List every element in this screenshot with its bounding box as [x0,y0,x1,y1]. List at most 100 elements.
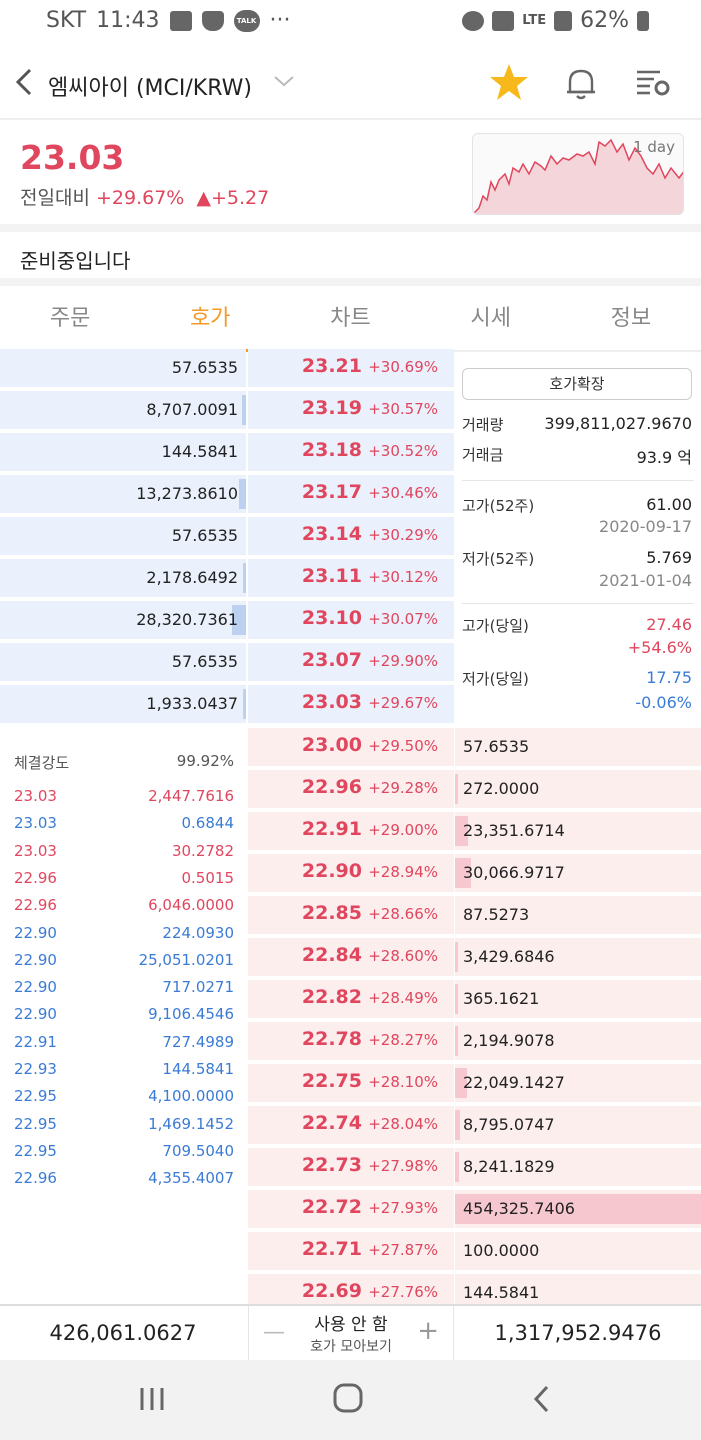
bid-quantity-value: 57.6535 [463,737,530,756]
ask-quantity-value: 2,178.6492 [146,568,238,587]
app-header: 엠씨아이 (MCI/KRW) [0,44,701,120]
bid-price-cell[interactable]: 22.85 +28.66% [248,896,454,936]
grouping-increase-button[interactable]: + [417,1316,439,1346]
ask-quantity: 28,320.7361 [0,601,246,641]
bid-change-percent: +28.94% [368,863,438,881]
trade-row: 23.03 30.2782 [14,842,234,864]
trade-row: 22.95 1,469.1452 [14,1115,234,1137]
tab-chart[interactable]: 차트 [330,306,371,331]
bid-quantity: 272.0000 [455,770,701,810]
bid-price-cell[interactable]: 22.72 +27.93% [248,1190,454,1230]
trade-quantity: 25,051.0201 [138,950,234,969]
bid-change-percent: +29.50% [368,737,438,755]
ask-price: 23.19 [301,397,362,419]
bid-price-cell[interactable]: 22.96 +29.28% [248,770,454,810]
tab-info[interactable]: 정보 [610,306,652,331]
ask-price-cell[interactable]: 23.21 +30.69% [248,349,454,389]
trade-quantity: 4,100.0000 [148,1087,234,1106]
tab-bar: 주문 호가 차트 시세 정보 [0,288,701,352]
bid-quantity: 8,241.1829 [455,1148,701,1188]
system-back-icon[interactable] [530,1384,554,1414]
high-52w-label: 고가(52주) [462,497,535,515]
low-52w-label: 저가(52주) [462,550,535,568]
tab-market[interactable]: 시세 [470,306,511,331]
trade-price: 22.90 [14,978,57,997]
trade-quantity: 717.0271 [162,978,234,997]
home-icon[interactable] [332,1382,364,1414]
settings-gear-icon[interactable] [634,66,672,98]
bid-quantity-value: 2,194.9078 [463,1031,555,1050]
bid-quantity: 454,325.7406 [455,1190,701,1230]
bid-price-cell[interactable]: 22.78 +28.27% [248,1022,454,1062]
ask-price-cell[interactable]: 23.14 +30.29% [248,517,454,557]
bid-price-cell[interactable]: 22.74 +28.04% [248,1106,454,1146]
bid-price-cell[interactable]: 22.91 +29.00% [248,812,454,852]
orderbook-expand-button[interactable]: 호가확장 [462,368,692,400]
trade-quantity: 709.5040 [162,1141,234,1160]
bid-price-cell[interactable]: 23.00 +29.50% [248,728,454,768]
bid-volume-bar [455,1152,460,1182]
ask-volume-bar [241,395,246,425]
favorite-star-icon[interactable] [488,62,530,102]
tab-order[interactable]: 주문 [49,306,91,331]
bid-price-cell[interactable]: 22.73 +27.98% [248,1148,454,1188]
bid-price-cell[interactable]: 22.84 +28.60% [248,938,454,978]
trade-row: 22.91 727.4989 [14,1033,234,1055]
bid-quantity: 87.5273 [455,896,701,936]
bid-quantity: 3,429.6846 [455,938,701,978]
bell-icon[interactable] [564,64,598,102]
ask-volume-bar [243,563,246,593]
trade-price: 22.90 [14,923,57,942]
back-arrow-icon[interactable] [10,64,40,100]
recent-apps-icon[interactable] [137,1386,167,1412]
market-title[interactable]: 엠씨아이 (MCI/KRW) [48,76,252,101]
ask-price: 23.17 [301,481,362,503]
carrier-label: SKT [46,8,87,33]
low-day-label: 저가(당일) [462,670,529,688]
compare-label: 전일대비 [20,187,90,209]
ask-change-percent: +30.69% [368,358,438,376]
bid-price-cell[interactable]: 22.90 +28.94% [248,854,454,894]
bid-quantity-value: 23,351.6714 [463,821,565,840]
bid-quantity-value: 22,049.1427 [463,1073,565,1092]
ask-price-cell[interactable]: 23.17 +30.46% [248,475,454,515]
ask-price-cell[interactable]: 23.03 +29.67% [248,685,454,725]
bid-price: 22.84 [301,944,362,966]
bid-price-cell[interactable]: 22.71 +27.87% [248,1232,454,1272]
bid-volume-bar [455,774,458,804]
ask-price-cell[interactable]: 23.07 +29.90% [248,643,454,683]
trade-price: 22.91 [14,1032,57,1051]
low-day-percent: -0.06% [635,693,692,712]
bid-quantity-value: 454,325.7406 [463,1199,575,1218]
bid-price: 22.96 [301,776,362,798]
bid-total: 1,317,952.9476 [494,1321,662,1345]
alarm-icon [462,10,485,31]
trade-quantity: 224.0930 [162,923,234,942]
trade-row: 22.96 0.5015 [14,869,234,891]
ask-price-cell[interactable]: 23.11 +30.12% [248,559,454,599]
tab-orderbook[interactable]: 호가 [140,288,281,352]
trade-quantity: 0.6844 [181,814,235,833]
bid-quantity: 365.1621 [455,980,701,1020]
ask-price-cell[interactable]: 23.18 +30.52% [248,433,454,473]
trade-row: 22.90 25,051.0201 [14,951,234,973]
notice-text: 준비중입니다 [20,249,131,273]
low-52w-date: 2021-01-04 [599,571,692,590]
bid-change-percent: +29.00% [368,821,438,839]
grouping-value[interactable]: 사용 안 함 [314,1315,388,1335]
ask-price-cell[interactable]: 23.10 +30.07% [248,601,454,641]
bid-price-cell[interactable]: 22.82 +28.49% [248,980,454,1020]
grouping-decrease-button[interactable]: — [263,1320,285,1345]
ask-quantity-value: 57.6535 [171,652,238,671]
bid-price: 22.73 [301,1154,362,1176]
mini-price-chart[interactable]: 1 day [472,133,684,215]
ask-price-cell[interactable]: 23.19 +30.57% [248,391,454,431]
chevron-down-icon[interactable] [272,72,296,90]
bid-price: 23.00 [301,734,362,756]
trade-price: 22.90 [14,1005,57,1024]
ask-quantity: 1,933.0437 [0,685,246,725]
ask-quantity: 2,178.6492 [0,559,246,599]
trade-price: 22.95 [14,1114,57,1133]
bid-price-cell[interactable]: 22.75 +28.10% [248,1064,454,1104]
bid-quantity-value: 100.0000 [463,1241,540,1260]
